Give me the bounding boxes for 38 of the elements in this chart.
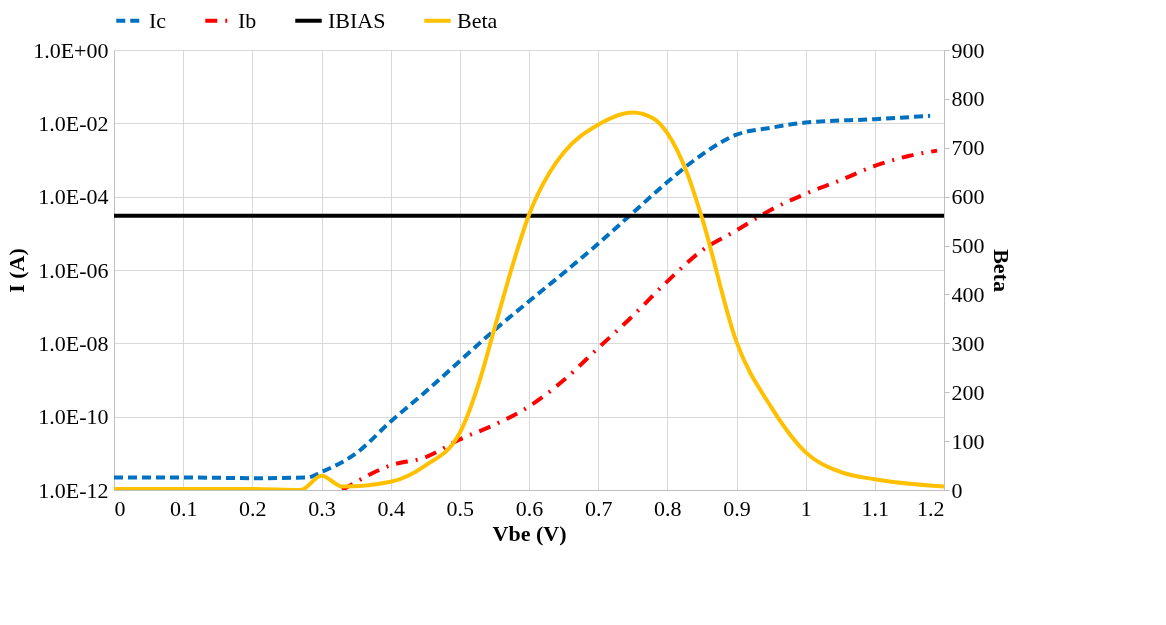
y2-tick-label: 400 <box>951 281 985 307</box>
y2-tick-label: 900 <box>951 37 985 63</box>
x-tick-label: 0.9 <box>723 495 751 521</box>
y2-tick-label: 300 <box>951 330 985 356</box>
y-tick-label: 1.0E-02 <box>38 110 109 136</box>
x-tick-label: 1.2 <box>917 495 945 521</box>
y2-tick-label: 500 <box>951 233 985 259</box>
y2-tick-label: 700 <box>951 135 985 161</box>
x-tick-label: 1.1 <box>861 495 890 521</box>
y-tick-label: 1.0E-08 <box>38 330 109 356</box>
x-tick-label: 0.3 <box>308 495 336 521</box>
y-tick-label: 1.0E-04 <box>38 184 109 210</box>
x-tick-label: 0.6 <box>515 495 544 521</box>
line-series <box>340 148 940 490</box>
legend-label: Ic <box>149 7 167 33</box>
y2-tick-label: 0 <box>951 477 963 503</box>
y-tick-label: 1.0E-12 <box>38 477 109 503</box>
y-axis-title: I (A) <box>4 248 30 293</box>
x-tick-label: 0.4 <box>377 495 405 521</box>
x-tick-label: 0.2 <box>239 495 267 521</box>
y-tick-label: 1.0E+00 <box>33 37 109 63</box>
y-tick-label: 1.0E-10 <box>38 404 109 430</box>
y2-axis-title: Beta <box>988 249 1014 292</box>
y2-tick-label: 800 <box>951 86 985 112</box>
y2-tick-label: 200 <box>951 379 985 405</box>
legend-label: Beta <box>457 7 498 33</box>
y-tick-label: 1.0E-06 <box>38 257 109 283</box>
legend-label: IBIAS <box>328 7 386 33</box>
x-tick-label: 0.1 <box>169 495 198 521</box>
y2-tick-label: 100 <box>951 428 985 454</box>
x-tick-label: 0.8 <box>654 495 682 521</box>
y2-tick-label: 600 <box>951 184 985 210</box>
x-tick-label: 1 <box>800 495 812 521</box>
x-axis-title: Vbe (V) <box>492 520 567 546</box>
x-tick-label: 0 <box>114 495 126 521</box>
x-tick-label: 0.5 <box>446 495 475 521</box>
x-tick-label: 0.7 <box>584 495 613 521</box>
legend-label: Ib <box>238 7 257 33</box>
